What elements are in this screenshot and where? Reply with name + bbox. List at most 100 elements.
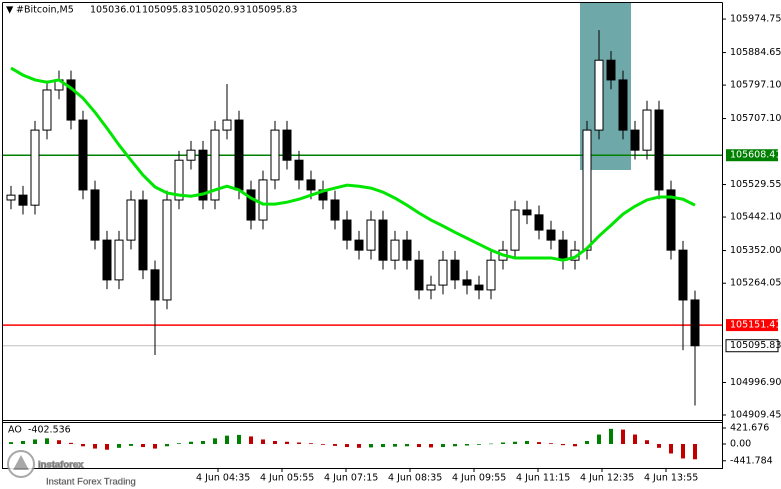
ao-bar — [69, 442, 73, 445]
ao-bar — [153, 444, 157, 449]
candle-body — [642, 109, 652, 151]
header-low: 105020.93 — [194, 5, 245, 16]
candle-body — [138, 199, 148, 271]
candle-body — [378, 219, 388, 261]
candle-body — [6, 194, 16, 201]
ao-bar — [525, 440, 529, 445]
candle-body — [654, 109, 664, 191]
candle-body — [366, 219, 376, 251]
ao-bar — [165, 444, 169, 447]
candle-body — [90, 189, 100, 241]
ao-bar — [585, 440, 589, 445]
candle-body — [102, 239, 112, 281]
ao-bar — [417, 444, 421, 448]
x-tick-label: 4 Jun 07:15 — [324, 473, 378, 484]
ao-y-tick-label: -441.784 — [730, 455, 773, 466]
ao-bar — [513, 441, 517, 445]
candle-body — [42, 89, 52, 131]
candle-body — [486, 259, 496, 291]
y-tick-label: 105529.55 — [730, 179, 781, 190]
ao-bar — [597, 434, 601, 445]
candle-body — [186, 149, 196, 161]
candle-body — [66, 79, 76, 121]
candle-body — [126, 199, 136, 241]
candle-body — [402, 239, 412, 261]
ao-bar — [21, 440, 25, 445]
y-tick-label: 105707.10 — [730, 113, 781, 124]
candle-body — [18, 194, 28, 206]
ao-bar — [357, 444, 361, 448]
x-tick-label: 4 Jun 11:15 — [516, 473, 570, 484]
ao-bar — [93, 444, 97, 449]
candle-body — [258, 179, 268, 221]
candle-body — [246, 189, 256, 221]
candle-body — [546, 229, 556, 241]
ao-bar — [573, 444, 577, 447]
ao-bar — [645, 440, 649, 445]
ao-bar — [441, 444, 445, 448]
ao-bar — [201, 440, 205, 445]
candle-body — [426, 284, 436, 291]
candle-body — [234, 119, 244, 191]
ao-bar — [537, 442, 541, 445]
ao-bar — [609, 428, 613, 445]
ao-bar — [693, 444, 697, 460]
ao-bar — [393, 444, 397, 447]
candle-body — [306, 179, 316, 191]
candle-body — [678, 249, 688, 301]
moving-average — [10, 66, 696, 262]
header-high: 105095.83 — [142, 5, 193, 16]
ao-bar — [117, 444, 121, 448]
candle-body — [414, 259, 424, 291]
candle-body — [690, 299, 700, 347]
header-open: 105036.01 — [90, 5, 141, 16]
level-label: 105151.41 — [730, 320, 781, 331]
ao-bar — [333, 444, 337, 446]
ao-bar — [669, 444, 673, 454]
ao-bar — [345, 444, 349, 448]
level-label-box — [726, 319, 778, 332]
candle-body — [438, 259, 448, 286]
ao-bar — [321, 444, 325, 445]
ao-bar — [225, 435, 229, 445]
candle-body — [666, 189, 676, 251]
y-tick-label: 105264.05 — [730, 278, 781, 289]
ao-bar — [633, 434, 637, 445]
y-tick-label: 105974.75 — [730, 14, 781, 25]
current-price-label: 105095.83 — [730, 340, 781, 351]
ao-bar — [381, 444, 385, 448]
watermark-tagline: Instant Forex Trading — [46, 477, 136, 488]
candle-body — [174, 159, 184, 201]
ao-bar — [453, 444, 457, 447]
ao-bar — [657, 444, 661, 448]
ao-bar — [465, 444, 469, 446]
ao-bar — [189, 441, 193, 445]
ao-bar — [273, 440, 277, 445]
candle-body — [150, 269, 160, 301]
symbol: #Bitcoin,M5 — [16, 5, 74, 16]
ao-bar — [9, 442, 13, 445]
x-tick-label: 4 Jun 05:55 — [260, 473, 314, 484]
y-tick-label: 105884.65 — [730, 47, 781, 58]
ao-bar — [309, 443, 313, 445]
ao-bar — [177, 443, 181, 445]
x-tick-label: 4 Jun 04:35 — [196, 473, 250, 484]
ao-bar — [369, 444, 373, 448]
candle-body — [294, 159, 304, 181]
candle-body — [618, 79, 628, 131]
ao-bar — [489, 443, 493, 445]
ao-bar — [57, 440, 61, 445]
ao-bar — [237, 434, 241, 445]
y-tick-label: 105442.10 — [730, 212, 781, 223]
x-tick-label: 4 Jun 08:35 — [388, 473, 442, 484]
ao-y-tick-label: 0.00 — [730, 439, 751, 450]
ao-bar — [81, 444, 85, 447]
marks — [3, 30, 722, 460]
candle-body — [282, 129, 292, 161]
level-label: 105608.41 — [730, 150, 781, 161]
ao-bar — [621, 429, 625, 445]
candle-body — [198, 149, 208, 201]
ao-bar — [249, 436, 253, 445]
ao-bar — [561, 444, 565, 446]
candle-body — [162, 199, 172, 301]
